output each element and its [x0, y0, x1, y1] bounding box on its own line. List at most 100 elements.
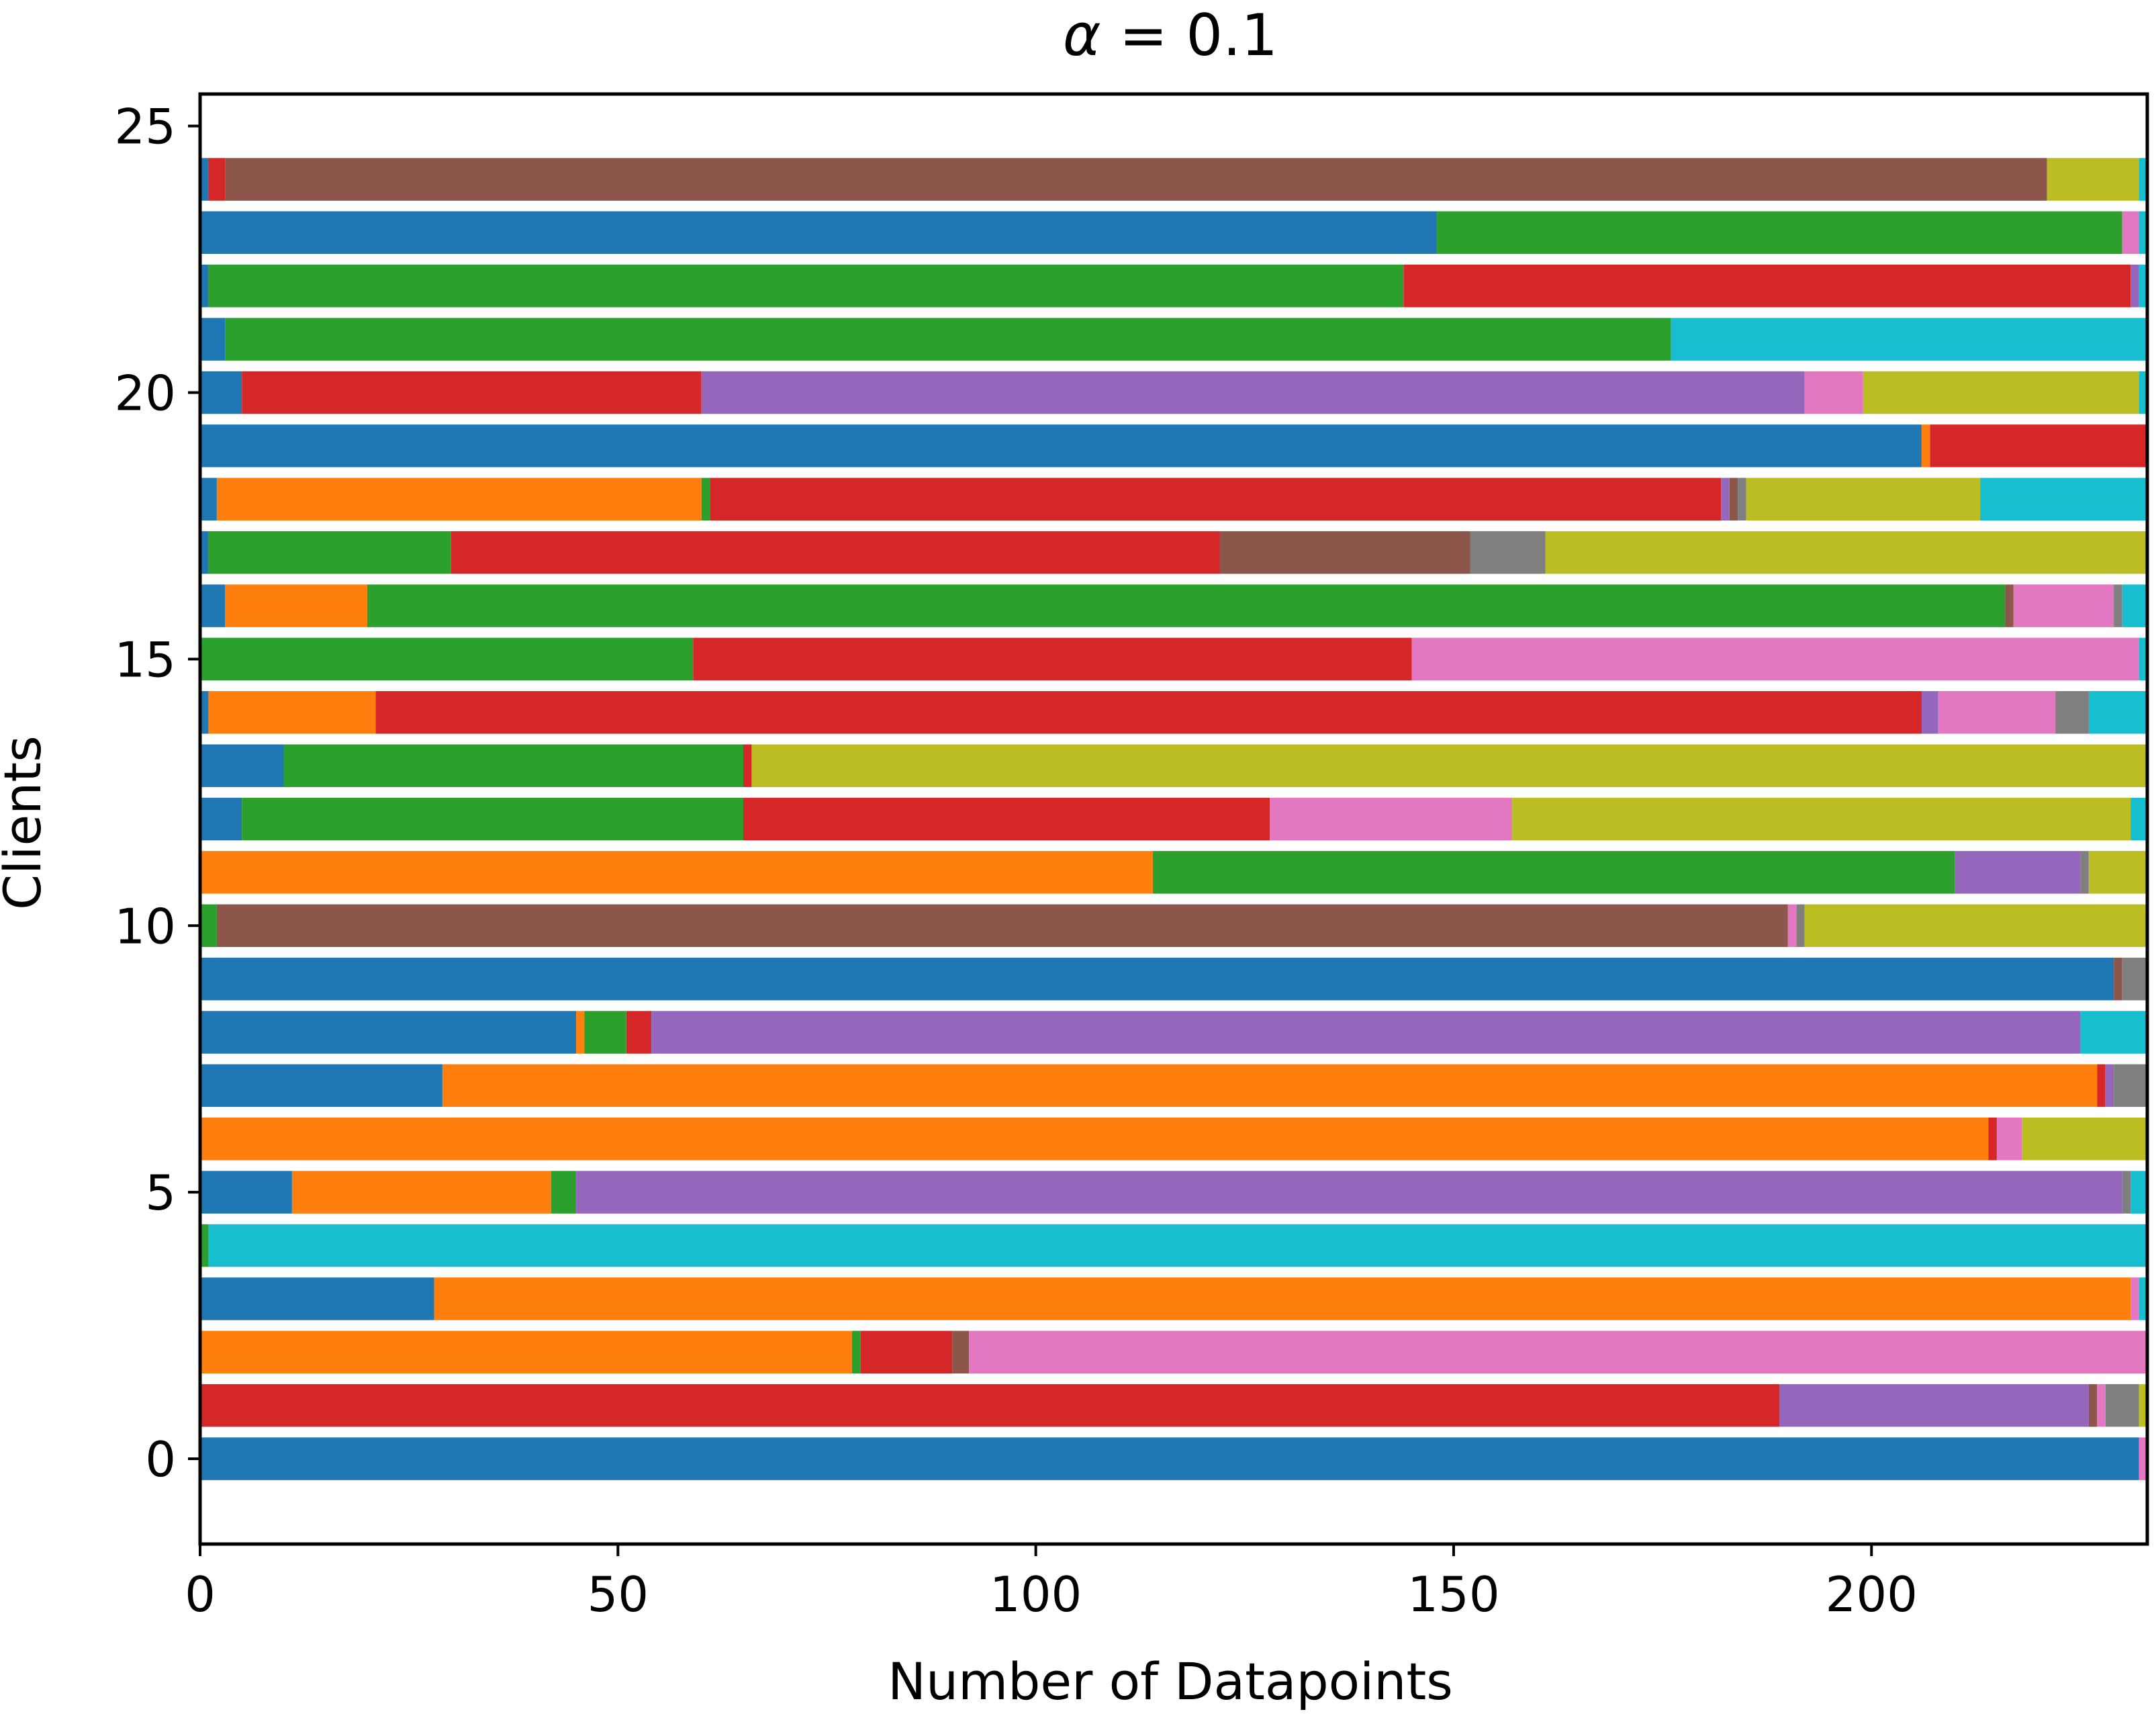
bar-segments	[200, 158, 2148, 1480]
bar-client-16-class-0	[200, 584, 226, 627]
bar-client-4-class-9	[208, 1224, 2148, 1267]
bar-client-13-class-0	[200, 744, 284, 787]
bar-client-14-class-0	[200, 691, 209, 734]
bar-client-0-class-0	[200, 1437, 2139, 1480]
bar-client-1-class-7	[2105, 1384, 2139, 1427]
bar-client-14-class-7	[2055, 691, 2089, 734]
bar-client-12-class-2	[242, 797, 743, 841]
bar-client-23-class-2	[1437, 211, 2122, 255]
bar-client-0-class-6	[2139, 1437, 2147, 1480]
bar-client-12-class-0	[200, 797, 242, 841]
bar-client-21-class-0	[200, 318, 226, 361]
bar-client-23-class-6	[2122, 211, 2139, 255]
bar-client-15-class-2	[200, 637, 694, 681]
x-tick-label-0: 0	[185, 1566, 216, 1623]
chart-title-symbol: α	[1063, 2, 1101, 69]
bar-client-8-class-2	[584, 1011, 626, 1054]
bar-client-19-class-0	[200, 424, 1922, 467]
bar-client-19-class-3	[1930, 424, 2147, 467]
bar-client-5-class-7	[2122, 1171, 2131, 1214]
bar-client-2-class-1	[200, 1330, 852, 1373]
bar-client-2-class-5	[952, 1330, 970, 1373]
bar-client-18-class-8	[1746, 478, 1981, 521]
x-tick-label-100: 100	[990, 1566, 1082, 1623]
bar-client-18-class-7	[1738, 478, 1746, 521]
bar-client-12-class-6	[1270, 797, 1512, 841]
bar-client-5-class-0	[200, 1171, 292, 1214]
bar-client-8-class-3	[626, 1011, 652, 1054]
bar-client-16-class-7	[2114, 584, 2122, 627]
bar-client-7-class-3	[2097, 1064, 2106, 1107]
bar-client-2-class-3	[860, 1330, 953, 1373]
bar-client-18-class-3	[710, 478, 1722, 521]
bar-client-18-class-4	[1721, 478, 1730, 521]
bar-client-14-class-3	[375, 691, 1922, 734]
bar-client-11-class-2	[1152, 851, 1955, 894]
bar-client-5-class-4	[576, 1171, 2122, 1214]
bar-client-13-class-2	[283, 744, 743, 787]
bar-client-5-class-1	[291, 1171, 551, 1214]
y-tick-label-0: 0	[145, 1431, 176, 1488]
bar-client-3-class-0	[200, 1277, 434, 1320]
y-tick-label-15: 15	[114, 631, 176, 688]
bar-client-18-class-9	[1980, 478, 2147, 521]
bar-client-1-class-5	[2088, 1384, 2098, 1427]
bar-client-14-class-6	[1938, 691, 2055, 734]
bar-client-16-class-5	[2005, 584, 2014, 627]
bar-client-3-class-6	[2130, 1277, 2139, 1320]
bar-client-7-class-4	[2105, 1064, 2114, 1107]
bar-client-24-class-5	[225, 158, 2047, 201]
plot-frame	[198, 92, 2149, 1546]
bar-client-12-class-9	[2130, 797, 2147, 841]
bar-client-3-class-1	[434, 1277, 2131, 1320]
bar-client-17-class-8	[1545, 531, 2147, 574]
bar-client-19-class-1	[1921, 424, 1930, 467]
bar-client-10-class-6	[1787, 904, 1797, 947]
bar-client-1-class-6	[2097, 1384, 2106, 1427]
bar-client-2-class-2	[851, 1330, 861, 1373]
bar-client-20-class-0	[200, 371, 242, 414]
bar-client-12-class-8	[1512, 797, 2131, 841]
bar-client-10-class-2	[200, 904, 217, 947]
bar-client-11-class-1	[200, 851, 1153, 894]
bar-client-21-class-2	[225, 318, 1671, 361]
bar-client-23-class-9	[2139, 211, 2147, 255]
bar-client-13-class-8	[751, 744, 2147, 787]
bar-client-1-class-4	[1779, 1384, 2089, 1427]
bar-client-18-class-1	[216, 478, 702, 521]
bar-client-20-class-4	[701, 371, 1805, 414]
bar-client-10-class-5	[216, 904, 1788, 947]
bar-client-24-class-8	[2047, 158, 2139, 201]
bar-client-24-class-9	[2139, 158, 2147, 201]
bar-client-8-class-9	[2080, 1011, 2147, 1054]
bar-client-20-class-6	[1804, 371, 1863, 414]
y-tick-label-20: 20	[114, 365, 176, 422]
bar-client-4-class-2	[200, 1224, 209, 1267]
bar-client-17-class-2	[208, 531, 451, 574]
bar-client-16-class-2	[367, 584, 2006, 627]
bar-client-22-class-0	[200, 265, 209, 308]
bar-client-22-class-2	[208, 265, 1404, 308]
y-tick-label-10: 10	[114, 898, 176, 954]
bar-client-3-class-9	[2139, 1277, 2147, 1320]
bar-client-20-class-8	[1863, 371, 2139, 414]
bar-client-15-class-9	[2139, 637, 2147, 681]
bar-client-10-class-8	[1804, 904, 2147, 947]
bar-client-6-class-1	[200, 1118, 1989, 1161]
bar-client-11-class-8	[2088, 851, 2147, 894]
bar-client-7-class-1	[442, 1064, 2098, 1107]
x-axis-ticks: 0 50 100 150 200	[185, 1544, 1918, 1623]
bar-client-16-class-6	[2013, 584, 2114, 627]
bar-client-9-class-7	[2122, 957, 2147, 1001]
bar-client-20-class-9	[2139, 371, 2147, 414]
chart-title: α = 0.1	[1063, 2, 1278, 69]
bar-client-18-class-5	[1729, 478, 1738, 521]
y-axis-ticks: 0 5 10 15 20 25	[114, 99, 200, 1488]
bar-client-15-class-6	[1411, 637, 2139, 681]
bar-client-17-class-0	[200, 531, 209, 574]
bar-client-8-class-0	[200, 1011, 577, 1054]
x-tick-label-200: 200	[1826, 1566, 1918, 1623]
bar-client-5-class-2	[551, 1171, 576, 1214]
bar-client-17-class-5	[1219, 531, 1470, 574]
